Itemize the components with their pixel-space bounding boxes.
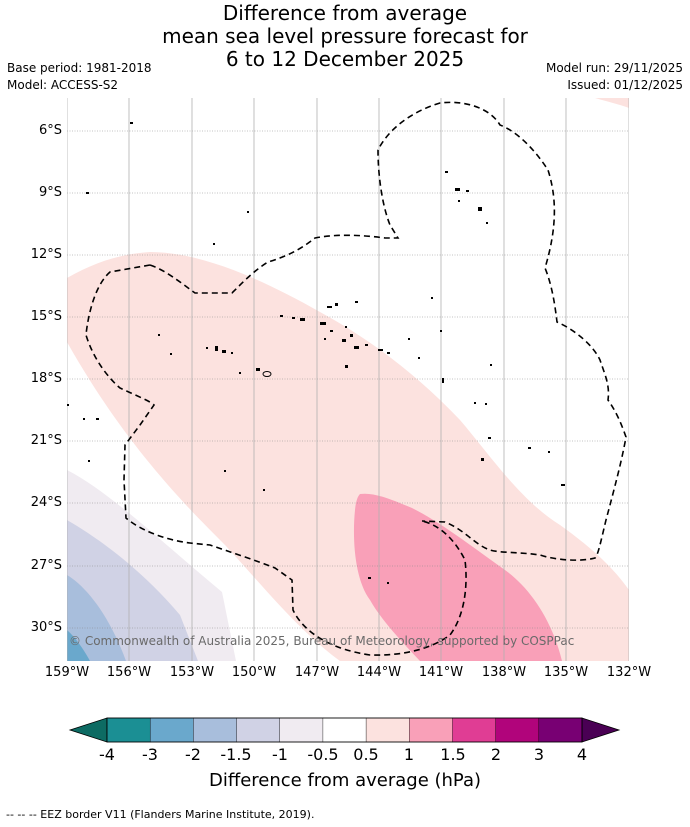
lat-label-27s: 27°S <box>30 558 62 573</box>
colorbar-cell <box>365 717 410 743</box>
colorbar-cell <box>322 717 367 743</box>
colorbar <box>68 717 621 743</box>
lon-label-135w: 135°W <box>543 665 589 680</box>
model-run: Model run: 29/11/2025 <box>545 61 683 75</box>
colorbar-cell <box>236 717 281 743</box>
lat-label-9s: 9°S <box>38 185 62 200</box>
colorbar-cell <box>495 717 540 743</box>
lon-label-141w: 141°W <box>418 665 464 680</box>
lat-label-6s: 6°S <box>38 123 62 138</box>
colorbar-tick: 4 <box>576 745 588 764</box>
colorbar-tick: -2 <box>185 745 201 764</box>
lat-label-15s: 15°S <box>30 309 62 324</box>
title-line-2: mean sea level pressure forecast for <box>162 24 528 48</box>
colorbar-cell <box>149 717 194 743</box>
colorbar-tick: 0.5 <box>353 745 379 764</box>
colorbar-tick: -3 <box>142 745 158 764</box>
lon-label-132w: 132°W <box>606 665 652 680</box>
title-line-3: 6 to 12 December 2025 <box>225 47 465 71</box>
lon-label-159w: 159°W <box>44 665 90 680</box>
colorbar-tick: 2 <box>490 745 502 764</box>
colorbar-cell <box>193 717 238 743</box>
lat-label-12s: 12°S <box>30 247 62 262</box>
lon-label-138w: 138°W <box>481 665 527 680</box>
lat-label-30s: 30°S <box>30 620 62 635</box>
colorbar-tick: -1 <box>272 745 288 764</box>
colorbar-over-arrow <box>581 717 621 743</box>
islands <box>67 122 565 584</box>
lon-label-147w: 147°W <box>294 665 340 680</box>
colorbar-under-arrow <box>68 717 108 743</box>
colorbar-cell <box>409 717 453 743</box>
colorbar-title: Difference from average (hPa) <box>208 770 482 791</box>
colorbar-tick: 1.5 <box>440 745 466 764</box>
colorbar-tick: 3 <box>533 745 545 764</box>
colorbar-cell <box>452 717 497 743</box>
base-period: Base period: 1981-2018 <box>7 61 152 75</box>
colorbar-tick: -1.5 <box>220 745 252 764</box>
longitude-gridlines <box>67 98 629 661</box>
colorbar-tick: -0.5 <box>307 745 339 764</box>
lon-label-144w: 144°W <box>356 665 402 680</box>
colorbar-tick: 1 <box>403 745 415 764</box>
lon-label-156w: 156°W <box>106 665 152 680</box>
lon-label-150w: 150°W <box>231 665 277 680</box>
latitude-gridlines <box>67 130 629 629</box>
island-outline <box>262 371 272 377</box>
eez-border <box>85 101 627 656</box>
lat-label-18s: 18°S <box>30 371 62 386</box>
colorbar-tick: -4 <box>99 745 115 764</box>
model-name: Model: ACCESS-S2 <box>7 78 119 92</box>
colorbar-cell <box>106 717 151 743</box>
issued-date: Issued: 01/12/2025 <box>567 78 683 92</box>
anomaly-band-minus-2 <box>67 630 90 661</box>
lon-label-153w: 153°W <box>169 665 215 680</box>
anomaly-band-plus-0.5-top <box>595 98 629 108</box>
colorbar-cell <box>279 717 324 743</box>
lat-label-21s: 21°S <box>30 433 62 448</box>
anomaly-band-plus-1 <box>353 493 562 661</box>
eez-footnote: -- -- -- EEZ border V11 (Flanders Marine… <box>6 808 315 821</box>
lat-label-24s: 24°S <box>30 495 62 510</box>
copyright-notice: © Commonwealth of Australia 2025, Bureau… <box>69 634 575 648</box>
colorbar-cell <box>538 717 583 743</box>
anomaly-band-minus-1.5 <box>67 575 126 661</box>
title-line-1: Difference from average <box>222 1 468 25</box>
